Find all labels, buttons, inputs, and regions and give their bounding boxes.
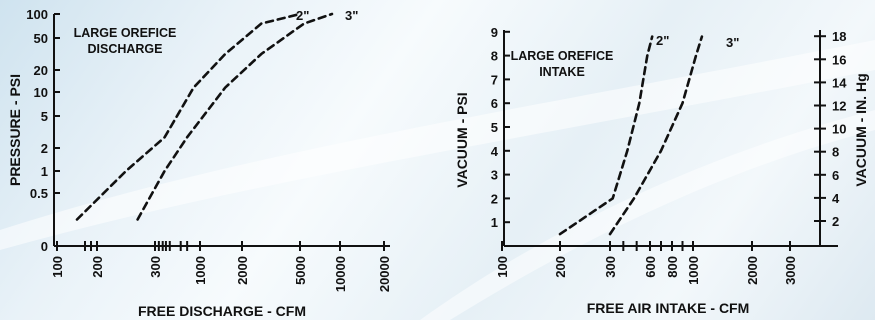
intake-y-tick-label: 1 (491, 215, 498, 230)
intake-x-tick-label: 800 (665, 256, 680, 278)
intake-y-tick-label: 2 (491, 191, 498, 206)
intake-y2-tick-label: 14 (832, 75, 847, 90)
intake-y-tick-label: 3 (491, 168, 498, 183)
discharge-chart: 0 0.5 1 2 5 10 20 50 100 100 200 300 1000 2000 5000 10… (7, 7, 392, 319)
intake-y-tick-label: 5 (491, 120, 498, 135)
discharge-series-3in-line (136, 12, 334, 221)
discharge-x-tick-label: 5000 (293, 256, 308, 285)
intake-y-tick-label: 4 (491, 144, 499, 159)
discharge-y-tick-label: 10 (34, 85, 48, 100)
intake-y-tick-label: 9 (491, 25, 498, 40)
intake-y2-axis-title: VACUUM - IN. Hg (853, 73, 869, 186)
discharge-y-tick-label: 100 (26, 7, 48, 22)
intake-x-tick-label: 1000 (686, 256, 701, 285)
discharge-y-tick-label: 0 (41, 239, 48, 254)
intake-x-tick-label: 100 (495, 256, 510, 278)
intake-y2-tick-label: 18 (832, 29, 846, 44)
discharge-annotation-line1: LARGE OREFICE (74, 26, 177, 40)
discharge-x-tick-label: 1000 (193, 256, 208, 285)
intake-y2-tick-label: 12 (832, 99, 846, 114)
intake-y-tick-label: 7 (491, 72, 498, 87)
intake-y2-tick-label: 8 (832, 145, 839, 160)
discharge-x-tick-label: 20000 (377, 256, 392, 292)
intake-series-label: 2" (656, 33, 669, 48)
discharge-series-2in-line (75, 12, 302, 221)
intake-x-axis-title: FREE AIR INTAKE - CFM (587, 300, 750, 316)
intake-y2-tick-label: 4 (832, 191, 840, 206)
discharge-y-tick-label: 1 (41, 164, 48, 179)
discharge-y-tick-label: 50 (34, 31, 48, 46)
intake-y2-tick-label: 10 (832, 122, 846, 137)
discharge-x-axis-title: FREE DISCHARGE - CFM (138, 303, 306, 319)
intake-y-axis-title: VACUUM - PSI (454, 92, 470, 187)
discharge-x-tick-label: 100 (50, 256, 65, 278)
discharge-x-tick-label: 200 (90, 256, 105, 278)
intake-x-tick-label: 600 (643, 256, 658, 278)
discharge-x-tick-label: 2000 (235, 256, 250, 285)
discharge-y-tick-label: 2 (41, 141, 48, 156)
intake-y-tick-label: 8 (491, 49, 498, 64)
discharge-annotation-line2: DISCHARGE (87, 42, 162, 56)
intake-y-tick-label: 6 (491, 96, 498, 111)
intake-y2-tick-label: 2 (832, 214, 839, 229)
intake-x-tick-label: 200 (553, 256, 568, 278)
intake-x-tick-label: 2000 (745, 256, 760, 285)
discharge-x-tick-label: 10000 (333, 256, 348, 292)
intake-series-2in-line (558, 35, 654, 236)
discharge-series-label: 2" (296, 8, 309, 23)
intake-series-label: 3" (726, 35, 739, 50)
intake-annotation-line1: LARGE OREFICE (511, 49, 614, 63)
discharge-x-tick-label: 300 (148, 256, 163, 278)
intake-y2-tick-label: 6 (832, 168, 839, 183)
discharge-y-tick-label: 0.5 (30, 186, 48, 201)
intake-series-3in-line (608, 35, 704, 236)
discharge-series-label: 3" (345, 8, 358, 23)
discharge-y-axis-title: PRESSURE - PSI (7, 74, 23, 186)
intake-x-tick-label: 3000 (783, 256, 798, 285)
discharge-y-tick-label: 20 (34, 63, 48, 78)
intake-x-tick-label: 300 (603, 256, 618, 278)
intake-annotation-line2: INTAKE (539, 65, 585, 79)
discharge-y-tick-label: 5 (41, 109, 48, 124)
intake-y2-tick-label: 16 (832, 52, 846, 67)
